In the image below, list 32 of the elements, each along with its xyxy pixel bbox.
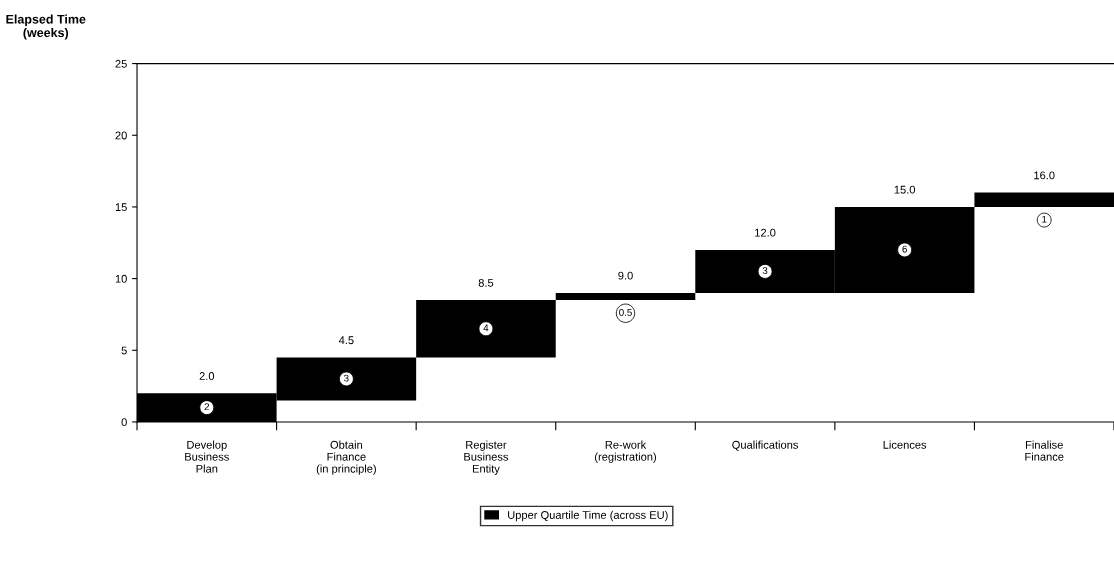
annotation: 8.5 bbox=[478, 278, 494, 287]
data-label: 3 bbox=[344, 374, 349, 382]
bar bbox=[974, 192, 1114, 207]
x-tick-label: Licences bbox=[883, 440, 927, 449]
y-tick-label: 10 bbox=[115, 274, 127, 283]
x-tick-label: Register Business Entity bbox=[464, 440, 509, 475]
x-tick-label: Develop Business Plan bbox=[185, 440, 229, 473]
data-label: 6 bbox=[902, 245, 907, 253]
x-tick-label: Re-work (registration) bbox=[595, 440, 657, 463]
annotation: 12.0 bbox=[755, 228, 776, 237]
y-tick-label: 0 bbox=[121, 418, 127, 427]
x-tick-label: Finalise Finance bbox=[1025, 440, 1064, 461]
legend-label: Upper Quartile Time (across EU) bbox=[508, 510, 668, 522]
y-tick-label: 15 bbox=[115, 203, 127, 212]
y-axis-title: Elapsed Time (weeks) bbox=[6, 14, 86, 40]
data-label: 0.5 bbox=[619, 308, 632, 316]
bar bbox=[416, 300, 556, 358]
annotation: 15.0 bbox=[894, 185, 916, 194]
y-tick-label: 20 bbox=[115, 131, 127, 140]
annotation: 4.5 bbox=[338, 336, 354, 345]
data-label: 3 bbox=[762, 267, 768, 275]
bar bbox=[555, 292, 696, 301]
data-label: 2 bbox=[204, 403, 210, 411]
y-tick-label: 5 bbox=[121, 346, 127, 355]
data-label: 1 bbox=[1042, 215, 1047, 223]
y-tick-label: 25 bbox=[115, 59, 127, 68]
annotation: 2.0 bbox=[199, 372, 215, 380]
annotation: 16.0 bbox=[1034, 171, 1055, 180]
annotation: 9.0 bbox=[618, 271, 633, 280]
data-label: 4 bbox=[483, 324, 489, 332]
x-tick-label: Obtain Finance (in principle) bbox=[316, 440, 376, 475]
x-tick-label: Qualifications bbox=[732, 440, 799, 451]
